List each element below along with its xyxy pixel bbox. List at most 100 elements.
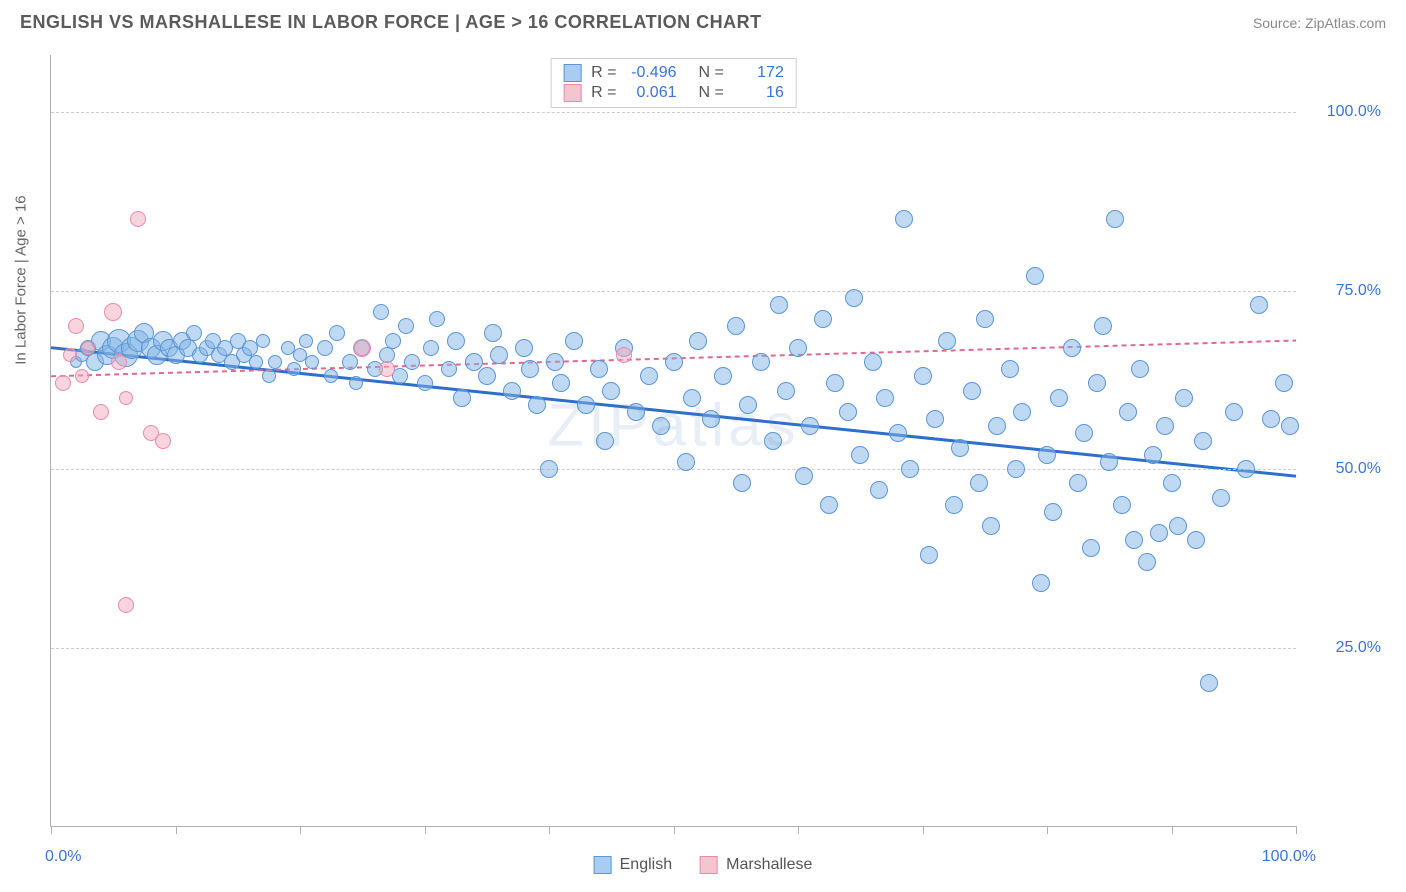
x-axis-min-label: 0.0% [45,848,81,866]
data-point [1187,531,1205,549]
chart-source: Source: ZipAtlas.com [1253,15,1386,31]
data-point [1212,489,1230,507]
data-point [317,340,333,356]
data-point [1088,374,1106,392]
data-point [826,374,844,392]
data-point [764,432,782,450]
y-gridline [51,291,1296,292]
data-point [490,346,508,364]
correlation-legend: R =-0.496N =172R =0.061N =16 [550,58,797,108]
data-point [1250,296,1268,314]
data-point [540,460,558,478]
data-point [1237,460,1255,478]
data-point [926,410,944,428]
data-point [353,339,371,357]
data-point [616,347,632,363]
data-point [299,334,313,348]
series-legend: English Marshallese [594,856,813,874]
data-point [640,367,658,385]
y-gridline [51,648,1296,649]
y-tick-label: 75.0% [1306,282,1381,300]
data-point [1156,417,1174,435]
data-point [876,389,894,407]
data-point [789,339,807,357]
data-point [262,369,276,383]
data-point [186,325,202,341]
legend-label: Marshallese [726,856,812,874]
n-label: N = [699,64,724,82]
data-point [1200,674,1218,692]
data-point [1026,267,1044,285]
data-point [752,353,770,371]
data-point [249,355,263,369]
data-point [1044,503,1062,521]
data-point [552,374,570,392]
data-point [287,362,301,376]
legend-swatch [594,856,612,874]
x-tick [425,826,426,834]
data-point [1013,403,1031,421]
legend-item: Marshallese [700,856,812,874]
r-label: R = [591,64,616,82]
y-gridline [51,112,1296,113]
data-point [484,324,502,342]
data-point [627,403,645,421]
data-point [665,353,683,371]
data-point [268,355,282,369]
data-point [546,353,564,371]
legend-swatch [563,84,581,102]
data-point [845,289,863,307]
data-point [342,354,358,370]
data-point [1106,210,1124,228]
data-point [349,376,363,390]
legend-item: English [594,856,672,874]
data-point [417,375,433,391]
data-point [453,389,471,407]
data-point [423,340,439,356]
data-point [777,382,795,400]
legend-swatch [563,64,581,82]
x-tick [798,826,799,834]
data-point [988,417,1006,435]
x-tick [176,826,177,834]
data-point [1063,339,1081,357]
data-point [1032,574,1050,592]
x-tick [1047,826,1048,834]
data-point [689,332,707,350]
data-point [111,354,127,370]
data-point [577,396,595,414]
data-point [814,310,832,328]
x-tick [1172,826,1173,834]
data-point [1225,403,1243,421]
data-point [1281,417,1299,435]
r-value: -0.496 [627,64,677,82]
r-label: R = [591,84,616,102]
data-point [1119,403,1137,421]
data-point [256,334,270,348]
data-point [1082,539,1100,557]
data-point [118,597,134,613]
data-point [590,360,608,378]
data-point [528,396,546,414]
data-point [1050,389,1068,407]
data-point [398,318,414,334]
y-tick-label: 25.0% [1306,639,1381,657]
data-point [982,517,1000,535]
data-point [870,481,888,499]
data-point [914,367,932,385]
data-point [1001,360,1019,378]
x-tick [549,826,550,834]
data-point [155,433,171,449]
x-tick [51,826,52,834]
data-point [93,404,109,420]
data-point [385,333,401,349]
data-point [1075,424,1093,442]
data-point [889,424,907,442]
data-point [839,403,857,421]
data-point [970,474,988,492]
legend-stat-row: R =-0.496N =172 [563,63,784,83]
data-point [864,353,882,371]
x-tick [923,826,924,834]
data-point [565,332,583,350]
data-point [478,367,496,385]
